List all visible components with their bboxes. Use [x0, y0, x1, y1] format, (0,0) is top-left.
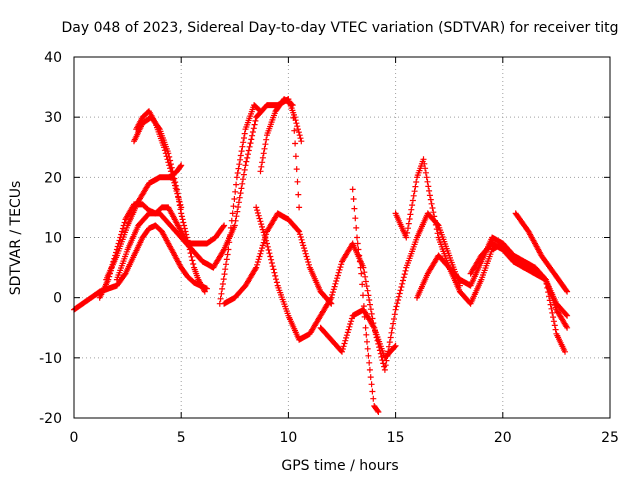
y-tick-label: -20: [39, 411, 62, 427]
x-tick-label: 5: [177, 430, 186, 446]
data-point-markers: [349, 186, 382, 415]
grid: [74, 57, 610, 418]
data-point-markers: [392, 156, 453, 271]
y-tick-label: 0: [53, 291, 62, 307]
plot-frame: [73, 56, 611, 419]
data-point-markers: [216, 102, 264, 307]
x-tick-label: 20: [494, 430, 512, 446]
series-track-10: [253, 204, 399, 361]
series-track-1: [71, 222, 210, 313]
y-tick-label: 40: [44, 50, 62, 66]
series-track-5: [103, 162, 185, 283]
y-tick-label: 20: [44, 170, 62, 186]
x-axis-label: GPS time / hours: [281, 458, 398, 474]
x-tick-label: 15: [387, 430, 405, 446]
data-point-markers: [221, 210, 335, 307]
series-track-16: [512, 210, 571, 295]
series-track-7: [216, 102, 264, 307]
data-point-markers: [467, 240, 571, 319]
y-tick-label: 10: [44, 231, 62, 247]
y-tick-label: 30: [44, 110, 62, 126]
data-point-markers: [103, 162, 185, 283]
data-points: [71, 96, 571, 415]
x-tick-label: 10: [279, 430, 297, 446]
data-point-markers: [71, 222, 210, 313]
series-track-9: [221, 210, 335, 307]
data-point-markers: [317, 210, 463, 373]
series-track-8: [257, 96, 303, 211]
x-tick-label: 25: [601, 430, 619, 446]
y-axis-label: SDTVAR / TECUs: [8, 181, 24, 296]
data-point-markers: [253, 204, 399, 361]
chart-title: Day 048 of 2023, Sidereal Day-to-day VTE…: [62, 20, 619, 36]
series-track-11: [317, 210, 463, 373]
data-point-markers: [512, 210, 571, 295]
series-track-12: [349, 186, 382, 415]
series-track-17: [467, 240, 571, 319]
y-tick-label: -10: [39, 351, 62, 367]
series-track-13: [392, 156, 453, 271]
data-point-markers: [257, 96, 303, 211]
x-tick-label: 0: [70, 430, 79, 446]
